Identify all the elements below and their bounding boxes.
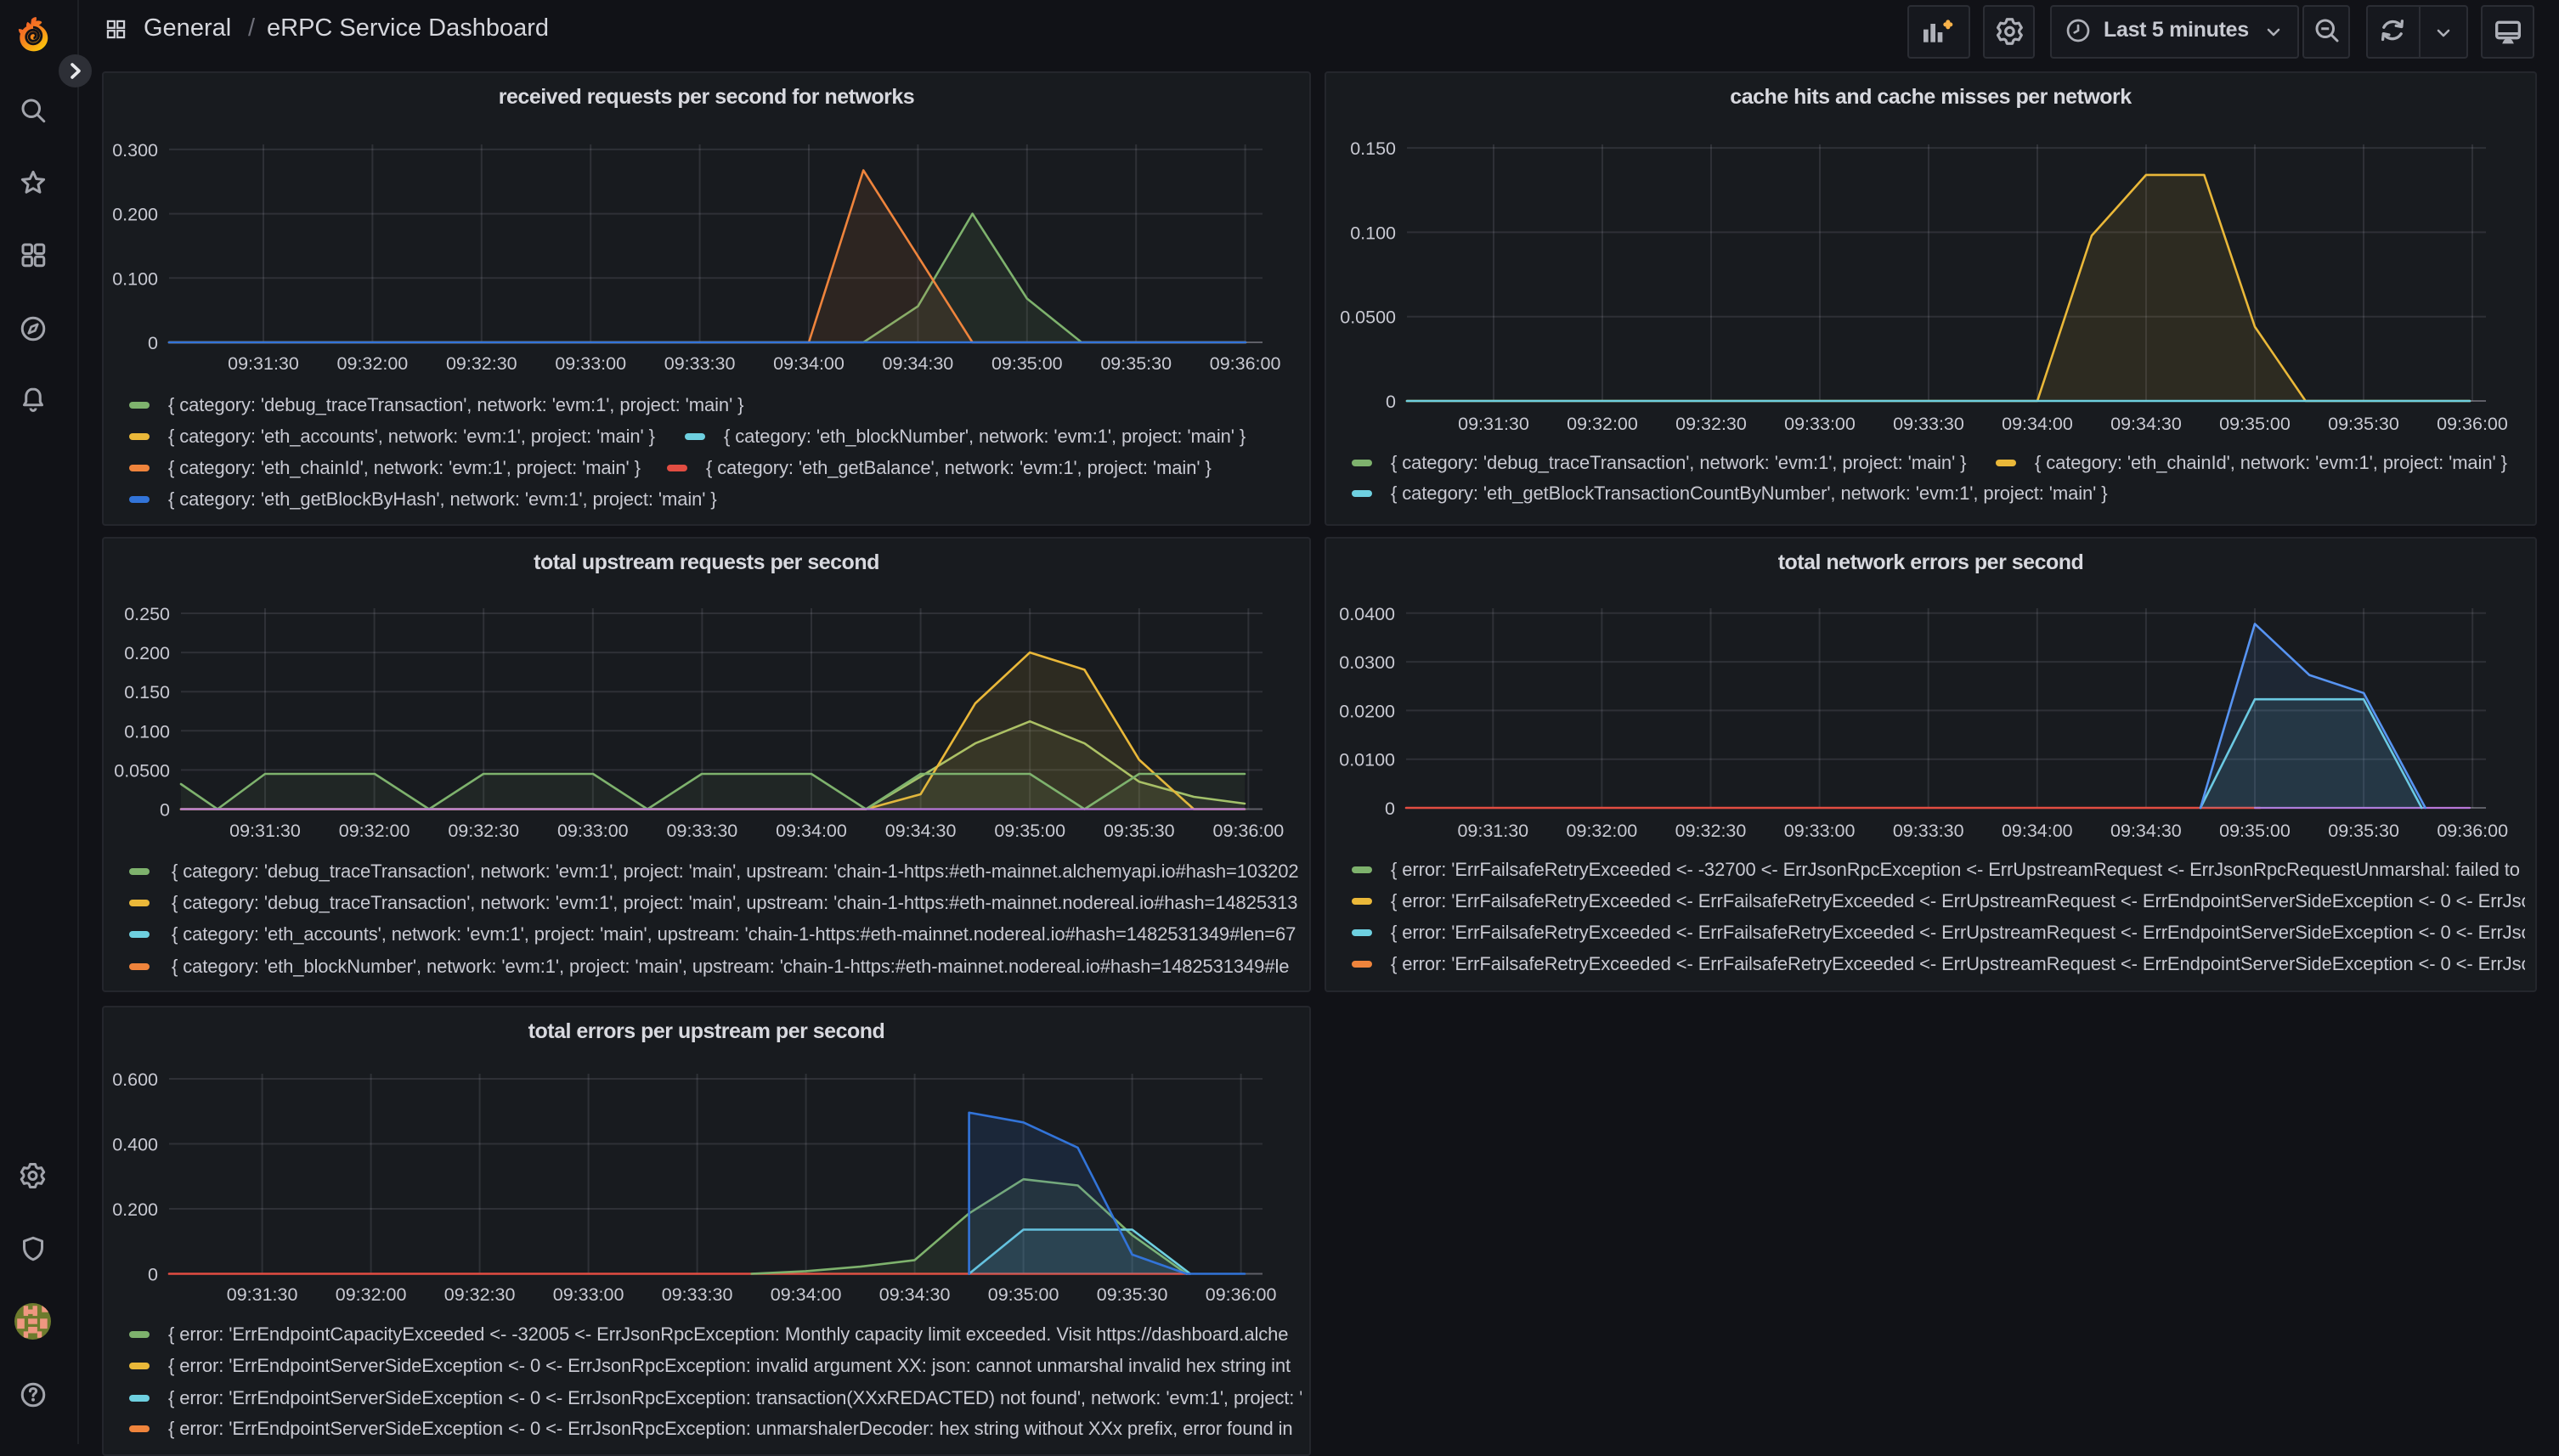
svg-text:09:35:00: 09:35:00 [988, 1284, 1059, 1305]
svg-text:09:33:30: 09:33:30 [1893, 821, 1964, 841]
svg-text:0.200: 0.200 [112, 205, 158, 225]
svg-text:0: 0 [148, 1265, 158, 1285]
svg-text:0.100: 0.100 [1350, 223, 1396, 243]
svg-text:09:31:30: 09:31:30 [1457, 821, 1528, 841]
svg-text:0.100: 0.100 [124, 721, 170, 742]
svg-text:09:35:00: 09:35:00 [991, 353, 1063, 374]
svg-text:0.100: 0.100 [112, 268, 158, 289]
svg-text:09:34:30: 09:34:30 [2110, 414, 2182, 434]
svg-text:09:34:00: 09:34:00 [2002, 414, 2073, 434]
svg-text:0.200: 0.200 [112, 1199, 158, 1220]
svg-text:09:32:00: 09:32:00 [1567, 821, 1638, 841]
svg-text:09:32:00: 09:32:00 [336, 1284, 407, 1305]
svg-text:0.150: 0.150 [1350, 138, 1396, 159]
svg-text:09:36:00: 09:36:00 [2437, 414, 2508, 434]
svg-text:0: 0 [160, 800, 170, 821]
svg-text:0.0500: 0.0500 [1340, 308, 1396, 328]
svg-text:0.400: 0.400 [112, 1135, 158, 1155]
svg-text:0.0100: 0.0100 [1339, 750, 1395, 770]
svg-text:0.0500: 0.0500 [114, 760, 170, 781]
svg-text:09:33:30: 09:33:30 [667, 821, 738, 841]
svg-text:0: 0 [1385, 799, 1395, 819]
svg-text:09:33:00: 09:33:00 [1784, 414, 1856, 434]
svg-text:0.0400: 0.0400 [1339, 604, 1395, 624]
svg-text:09:31:30: 09:31:30 [228, 353, 299, 374]
svg-text:09:33:00: 09:33:00 [555, 353, 626, 374]
svg-text:09:31:30: 09:31:30 [1458, 414, 1529, 434]
svg-text:0.0300: 0.0300 [1339, 652, 1395, 673]
svg-text:09:34:00: 09:34:00 [773, 353, 845, 374]
svg-text:0: 0 [148, 333, 158, 353]
svg-text:0.600: 0.600 [112, 1069, 158, 1090]
svg-text:09:32:00: 09:32:00 [339, 821, 410, 841]
svg-text:09:33:00: 09:33:00 [553, 1284, 624, 1305]
svg-text:09:36:00: 09:36:00 [1213, 821, 1285, 841]
svg-text:09:35:30: 09:35:30 [1104, 821, 1175, 841]
svg-text:09:33:30: 09:33:30 [1893, 414, 1964, 434]
svg-text:09:34:30: 09:34:30 [2110, 821, 2182, 841]
svg-text:09:35:00: 09:35:00 [2219, 414, 2291, 434]
svg-text:09:34:00: 09:34:00 [776, 821, 847, 841]
svg-text:09:32:30: 09:32:30 [448, 821, 519, 841]
svg-text:0.200: 0.200 [124, 643, 170, 663]
svg-text:0: 0 [1386, 392, 1396, 412]
svg-text:09:32:30: 09:32:30 [1675, 414, 1747, 434]
svg-text:09:35:30: 09:35:30 [2328, 821, 2399, 841]
svg-text:09:35:00: 09:35:00 [2219, 821, 2291, 841]
svg-text:09:35:00: 09:35:00 [994, 821, 1065, 841]
svg-text:09:33:30: 09:33:30 [664, 353, 736, 374]
svg-text:09:36:00: 09:36:00 [2437, 821, 2508, 841]
svg-text:09:35:30: 09:35:30 [1097, 1284, 1168, 1305]
svg-text:09:35:30: 09:35:30 [2328, 414, 2399, 434]
svg-text:09:34:30: 09:34:30 [883, 353, 954, 374]
svg-text:09:34:30: 09:34:30 [885, 821, 957, 841]
svg-text:0.150: 0.150 [124, 682, 170, 703]
svg-text:09:34:30: 09:34:30 [879, 1284, 951, 1305]
svg-text:09:32:30: 09:32:30 [444, 1284, 516, 1305]
svg-text:09:32:30: 09:32:30 [446, 353, 517, 374]
svg-text:09:31:30: 09:31:30 [227, 1284, 298, 1305]
svg-text:0.0200: 0.0200 [1339, 701, 1395, 721]
svg-text:09:32:30: 09:32:30 [1675, 821, 1747, 841]
svg-text:0.300: 0.300 [112, 140, 158, 161]
svg-text:09:33:00: 09:33:00 [1784, 821, 1856, 841]
svg-text:09:33:30: 09:33:30 [662, 1284, 733, 1305]
svg-text:09:31:30: 09:31:30 [229, 821, 301, 841]
svg-text:09:32:00: 09:32:00 [1567, 414, 1638, 434]
svg-text:09:36:00: 09:36:00 [1206, 1284, 1277, 1305]
svg-text:09:33:00: 09:33:00 [557, 821, 629, 841]
svg-text:09:34:00: 09:34:00 [2002, 821, 2073, 841]
svg-text:09:34:00: 09:34:00 [771, 1284, 842, 1305]
svg-text:09:32:00: 09:32:00 [337, 353, 409, 374]
svg-text:09:36:00: 09:36:00 [1210, 353, 1281, 374]
svg-text:0.250: 0.250 [124, 604, 170, 624]
svg-text:09:35:30: 09:35:30 [1100, 353, 1172, 374]
